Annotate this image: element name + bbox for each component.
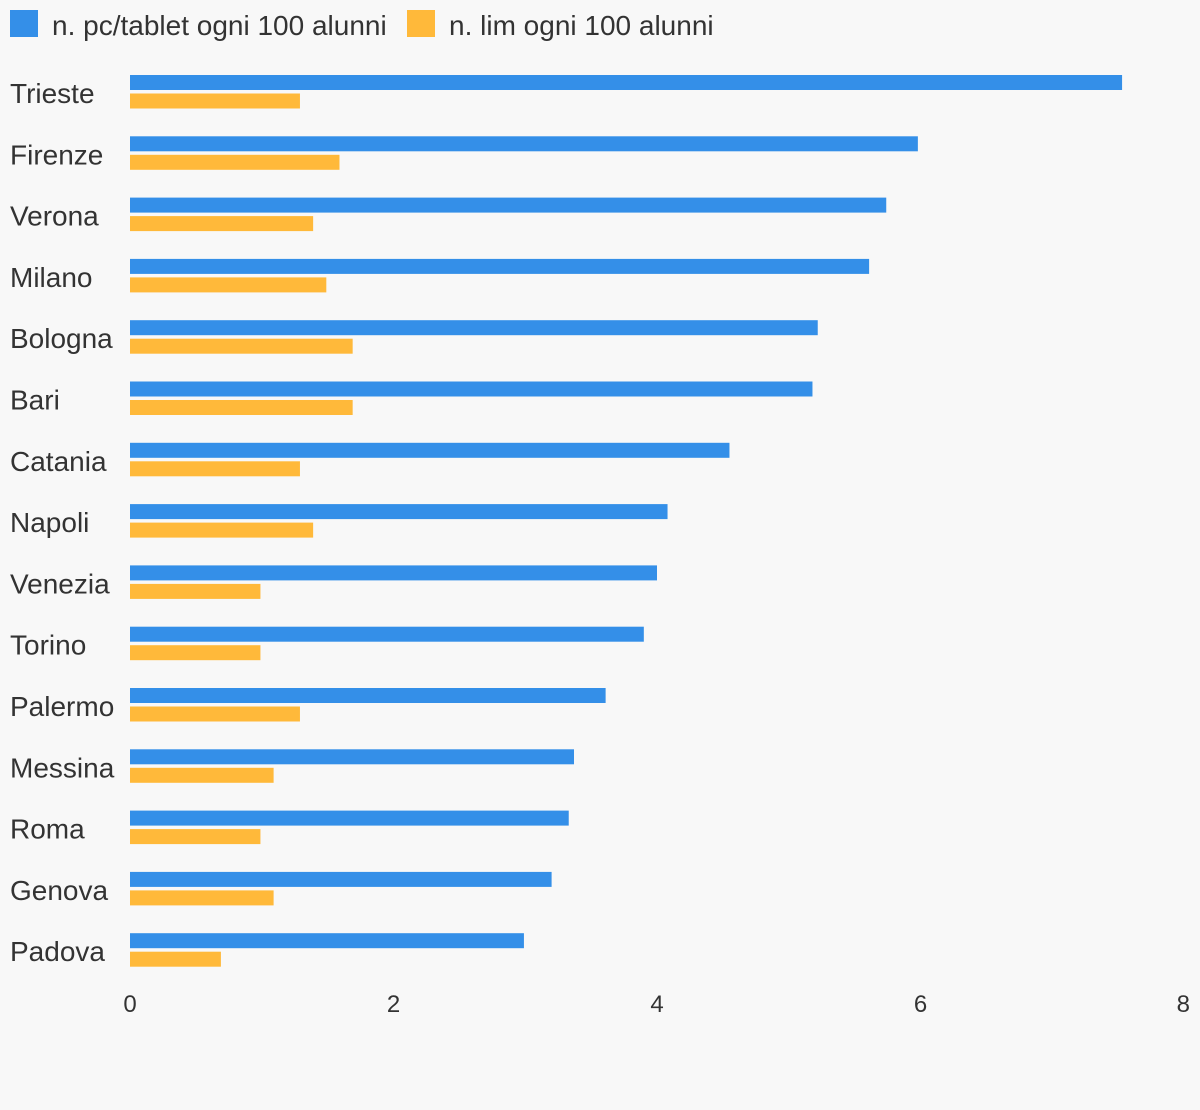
bar-lim[interactable] (130, 400, 353, 415)
legend-label: n. lim ogni 100 alunni (449, 10, 714, 41)
bar-lim[interactable] (130, 645, 261, 661)
bar-lim[interactable] (130, 338, 353, 354)
legend-item[interactable]: n. lim ogni 100 alunni (407, 10, 714, 41)
bar-lim[interactable] (130, 767, 274, 783)
bar-lim[interactable] (130, 154, 340, 170)
bar-pc-tablet[interactable] (130, 442, 730, 458)
x-tick-label: 4 (650, 991, 663, 1018)
bar-pc-tablet[interactable] (130, 565, 657, 581)
bar-lim[interactable] (130, 706, 300, 722)
bar-lim[interactable] (130, 890, 274, 906)
category-label: Genova (10, 875, 108, 906)
category-label: Trieste (10, 78, 95, 109)
x-tick-label: 6 (914, 991, 927, 1018)
bar-pc-tablet[interactable] (130, 258, 870, 274)
bar-lim[interactable] (130, 461, 300, 477)
bar-lim[interactable] (130, 583, 261, 599)
category-labels: Trieste Firenze Verona Milano Bologna Bari Cat… (10, 78, 115, 967)
bar-pc-tablet[interactable] (130, 749, 574, 765)
bar-lim[interactable] (130, 216, 314, 232)
bar-pc-tablet[interactable] (130, 197, 887, 213)
bar-lim[interactable] (130, 93, 300, 109)
bar-lim[interactable] (130, 522, 314, 538)
bar-pc-tablet[interactable] (130, 136, 918, 152)
chart-legend: n. pc/tablet ogni 100 alunni n. lim ogni … (10, 10, 714, 41)
legend-item[interactable]: n. pc/tablet ogni 100 alunni (10, 10, 387, 41)
bar-pc-tablet[interactable] (130, 933, 524, 949)
category-label: Catania (10, 446, 107, 477)
x-axis: 0 2 4 6 8 (123, 991, 1190, 1018)
bar-pc-tablet[interactable] (130, 75, 1123, 90)
x-tick-label: 0 (123, 991, 136, 1018)
category-label: Napoli (10, 507, 89, 538)
legend-swatch (407, 10, 435, 37)
bar-pc-tablet[interactable] (130, 504, 668, 520)
category-label: Bologna (10, 323, 113, 354)
bar-pc-tablet[interactable] (130, 810, 569, 826)
category-label: Padova (10, 936, 105, 967)
category-label: Roma (10, 814, 85, 845)
bar-pc-tablet[interactable] (130, 381, 813, 397)
category-label: Venezia (10, 568, 110, 599)
bar-pc-tablet[interactable] (130, 688, 606, 703)
category-label: Firenze (10, 139, 103, 170)
x-tick-label: 8 (1177, 991, 1190, 1018)
category-label: Milano (10, 262, 92, 293)
category-label: Bari (10, 385, 60, 416)
bar-lim[interactable] (130, 277, 327, 293)
category-label: Verona (10, 201, 99, 232)
bar-lim[interactable] (130, 829, 261, 845)
bar-pc-tablet[interactable] (130, 871, 552, 887)
bar-pc-tablet[interactable] (130, 626, 644, 642)
x-tick-label: 2 (387, 991, 400, 1018)
legend-label: n. pc/tablet ogni 100 alunni (52, 10, 387, 41)
category-label: Messina (10, 752, 115, 783)
category-label: Palermo (10, 691, 114, 722)
bar-lim[interactable] (130, 951, 221, 967)
category-label: Torino (10, 630, 86, 661)
bar-pc-tablet[interactable] (130, 320, 818, 336)
bars (130, 75, 1123, 967)
legend-swatch (10, 10, 38, 37)
